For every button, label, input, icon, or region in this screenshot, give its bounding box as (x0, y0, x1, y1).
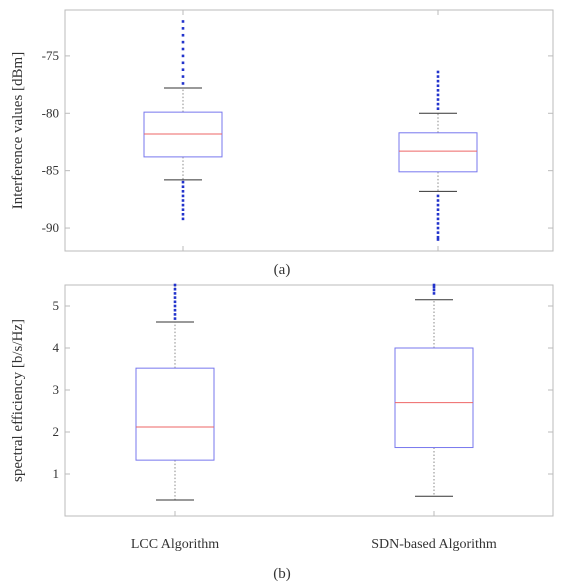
outlier-point (436, 102, 440, 106)
box-1 (398, 70, 478, 241)
outlier-point (181, 199, 185, 202)
outlier-point (436, 79, 440, 83)
y-tick-label: 3 (53, 382, 60, 397)
outlier-point (436, 194, 440, 198)
outlier-point (181, 75, 185, 78)
outlier-point (181, 61, 185, 65)
outlier-point (436, 84, 440, 88)
outlier-point (436, 212, 440, 216)
panel-label: (b) (273, 566, 291, 582)
box-0 (135, 283, 215, 501)
outlier-point (432, 283, 436, 287)
box-iqr (135, 367, 215, 461)
y-tick-label: 2 (53, 424, 60, 439)
outlier-point (181, 54, 185, 58)
y-tick-label: -75 (42, 48, 59, 63)
y-tick-label: -90 (42, 220, 59, 235)
outlier-point (436, 238, 440, 241)
outlier-point (436, 222, 440, 225)
outlier-point (436, 231, 440, 234)
outlier-point (173, 317, 177, 320)
outlier-point (436, 93, 440, 97)
x-category-label: SDN-based Algorithm (371, 537, 497, 552)
outlier-point (173, 283, 177, 287)
outlier-point (181, 190, 185, 193)
panel-a: -90 -85 -80 -75 Interference values [dBm] (a) (10, 9, 554, 278)
outlier-point (181, 47, 185, 51)
outlier-point (173, 313, 177, 316)
outlier-point (173, 300, 177, 304)
outlier-point (181, 68, 185, 71)
outlier-point (173, 308, 177, 312)
y-axis-label: Interference values [dBm] (10, 52, 26, 209)
outlier-point (181, 212, 185, 216)
y-tick-label: -85 (42, 163, 59, 178)
outlier-point (436, 199, 440, 202)
outlier-point (432, 285, 436, 289)
outlier-point (436, 235, 440, 239)
outlier-point (181, 20, 185, 23)
outlier-point (432, 288, 436, 292)
outlier-point (436, 226, 440, 230)
y-tick-label: 1 (53, 466, 60, 481)
outlier-point (436, 208, 440, 211)
y-tick-label: -80 (42, 105, 59, 120)
outlier-point (436, 217, 440, 221)
outlier-point (181, 82, 185, 85)
box-iqr (394, 347, 474, 449)
outlier-point (181, 217, 185, 221)
outlier-point (173, 304, 177, 308)
box-iqr (398, 132, 478, 173)
panel-b: 1 2 3 4 5 spectral efficiency [b/s/Hz] LCC Alg… (10, 283, 554, 582)
y-axis-label: spectral efficiency [b/s/Hz] (10, 319, 26, 482)
outlier-point (436, 89, 440, 92)
outlier-point (181, 194, 185, 198)
outlier-point (181, 40, 185, 44)
outlier-point (436, 107, 440, 110)
outlier-point (173, 287, 177, 291)
y-tick-label: 4 (53, 340, 60, 355)
outlier-point (181, 208, 185, 211)
box-iqr (143, 111, 223, 158)
outlier-point (181, 33, 185, 37)
outlier-point (173, 292, 177, 295)
y-tick-label: 5 (53, 298, 60, 313)
x-category-label: LCC Algorithm (131, 537, 219, 552)
outlier-point (436, 75, 440, 78)
outlier-point (181, 180, 185, 184)
axes-frame (64, 9, 554, 252)
box-0 (143, 20, 223, 221)
outlier-point (436, 70, 440, 74)
outlier-point (432, 292, 436, 295)
axes-frame (64, 284, 554, 517)
box-1 (394, 283, 474, 497)
panel-label: (a) (274, 262, 291, 278)
outlier-point (181, 27, 185, 30)
outlier-point (181, 185, 185, 189)
outlier-point (436, 98, 440, 101)
outlier-point (173, 296, 177, 299)
outlier-point (181, 203, 185, 207)
outlier-point (436, 203, 440, 207)
